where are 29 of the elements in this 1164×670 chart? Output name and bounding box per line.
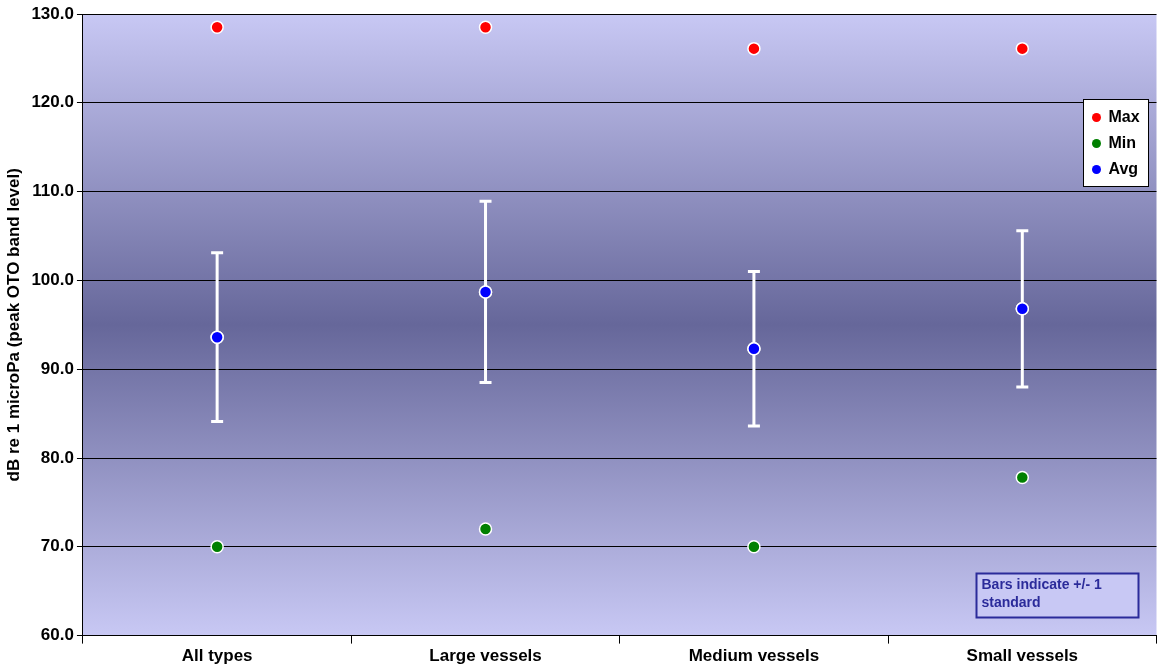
point	[210, 330, 224, 344]
point	[747, 342, 761, 356]
y-tick-label: 90.0	[40, 358, 74, 378]
y-tick-label: 100.0	[31, 270, 74, 290]
y-tick-label: 60.0	[40, 625, 74, 645]
legend-label: Avg	[1108, 160, 1139, 178]
point	[478, 20, 493, 35]
x-tick-label: Medium vessels	[688, 646, 820, 666]
point	[747, 41, 761, 56]
point	[1015, 470, 1030, 485]
point	[747, 540, 761, 554]
x-tick-label: Small vessels	[966, 646, 1079, 666]
y-tick-label: 120.0	[31, 92, 74, 112]
point	[478, 522, 493, 536]
point	[210, 20, 224, 35]
point	[1015, 302, 1030, 316]
point	[1015, 41, 1030, 56]
y-tick-label: 110.0	[32, 181, 74, 201]
point	[210, 540, 224, 554]
x-tick-label: All types	[181, 646, 253, 666]
annotation: Bars indicate +/- 1 standard	[981, 576, 1102, 611]
point	[478, 285, 493, 299]
y-tick-label: 80.0	[40, 447, 74, 467]
y-tick-label: 70.0	[40, 536, 74, 556]
legend-label: Min	[1108, 134, 1137, 152]
y-axis-title: dB re 1 microPa (peak OTO band level)	[3, 168, 23, 482]
legend-label: Max	[1108, 108, 1140, 126]
x-tick-label: Large vessels	[429, 646, 542, 666]
y-tick-label: 130.0	[31, 3, 74, 23]
